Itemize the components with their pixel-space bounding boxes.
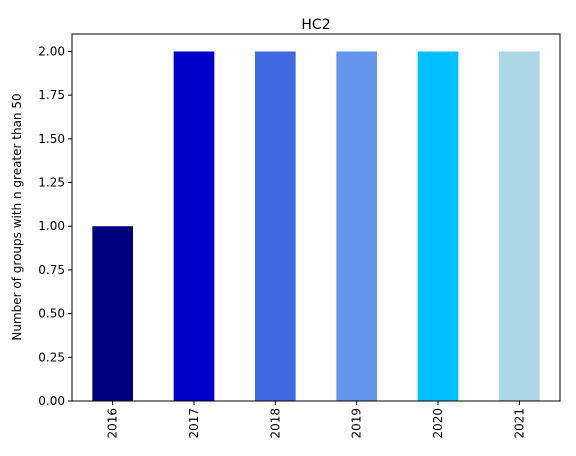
y-tick-label: 1.50	[38, 132, 65, 146]
y-tick-label: 0.25	[38, 350, 65, 364]
y-tick-label: 1.00	[38, 219, 65, 233]
plot-frame	[71, 33, 561, 402]
bar-2018	[255, 51, 296, 401]
bars-group	[92, 51, 540, 401]
y-axis: 0.00 0.25 0.50 0.75 1.00 1.25 1.50 1.75 2.00	[38, 44, 72, 408]
chart-title: HC2	[301, 17, 330, 33]
x-tick-label-2018: 2018	[268, 408, 282, 439]
x-axis: 2016 2017 2018 2019 2020 2021	[106, 401, 526, 439]
y-tick-label: 1.25	[38, 176, 65, 190]
y-tick-label: 2.00	[38, 44, 65, 58]
x-tick-label-2017: 2017	[187, 408, 201, 439]
bar-2019	[336, 51, 377, 401]
x-tick-label-2019: 2019	[350, 408, 364, 439]
y-tick-label: 0.00	[38, 394, 65, 408]
x-tick-label-2016: 2016	[106, 408, 120, 439]
x-tick-label-2020: 2020	[431, 408, 445, 439]
x-tick-label-2021: 2021	[512, 408, 526, 439]
bar-2020	[417, 51, 459, 401]
y-axis-label: Number of groups with n greater than 50	[10, 93, 24, 340]
y-tick-label: 0.50	[38, 307, 65, 321]
y-tick-label: 1.75	[38, 88, 65, 102]
bar-2021	[499, 51, 540, 401]
bar-2016	[92, 226, 133, 401]
y-tick-label: 0.75	[38, 263, 65, 277]
bar-2017	[173, 51, 215, 401]
